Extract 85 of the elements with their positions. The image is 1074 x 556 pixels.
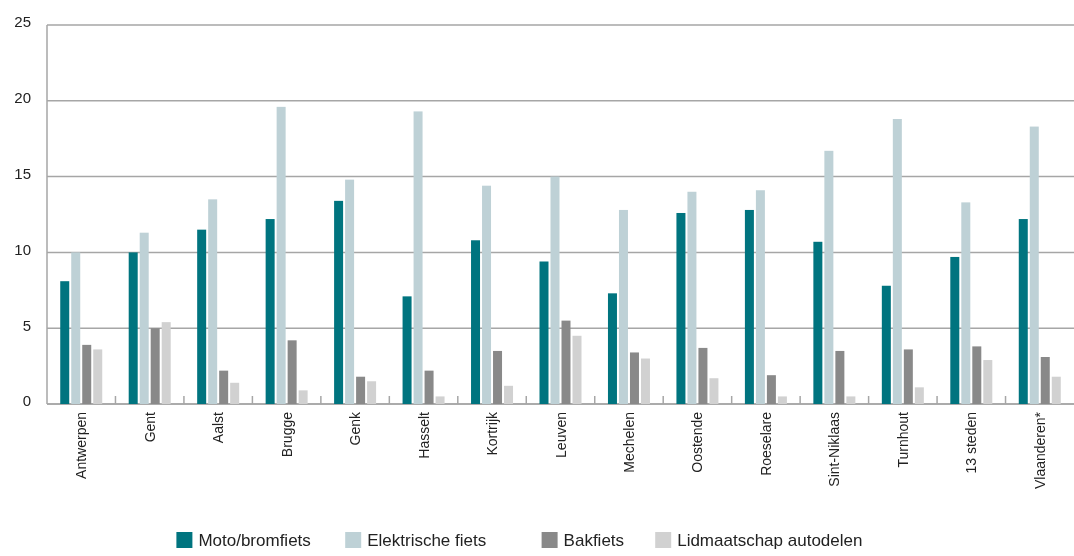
bar <box>128 252 138 404</box>
y-tick-label: 0 <box>22 392 31 410</box>
bar <box>208 199 218 404</box>
bar <box>435 396 445 404</box>
legend-label: Moto/bromfiets <box>198 531 311 550</box>
x-tick-label: Oostende <box>689 411 706 473</box>
bar <box>482 185 492 404</box>
bar <box>298 390 308 404</box>
bar <box>424 370 434 404</box>
bar <box>607 293 617 404</box>
bar <box>698 347 708 404</box>
bar <box>539 261 549 404</box>
bar <box>219 370 229 404</box>
bar <box>824 150 834 404</box>
bar <box>892 118 902 404</box>
x-tick-label: Genk <box>347 411 364 446</box>
bar <box>367 381 377 404</box>
bar <box>676 212 686 404</box>
y-tick-label: 20 <box>14 89 31 107</box>
bar <box>914 387 924 404</box>
bar <box>561 320 571 404</box>
bar <box>150 328 160 404</box>
bar <box>1029 126 1039 404</box>
bar <box>777 396 787 404</box>
x-tick-label: Antwerpen <box>73 412 90 479</box>
bar <box>345 179 355 404</box>
bar <box>402 296 412 404</box>
bar <box>835 350 845 404</box>
bar <box>139 232 149 404</box>
bar <box>93 349 103 404</box>
x-tick-label: Kortrijk <box>484 411 501 456</box>
x-tick-label: Turnhout <box>894 411 911 468</box>
bar <box>550 176 560 404</box>
bar <box>356 376 366 404</box>
bar <box>493 350 503 404</box>
bar <box>881 285 891 404</box>
bar <box>230 382 240 404</box>
bar <box>687 191 697 404</box>
x-tick-label: Mechelen <box>620 412 637 473</box>
bar <box>640 358 650 404</box>
bar <box>287 340 297 404</box>
bar <box>629 352 639 404</box>
x-tick-label: Leuven <box>552 412 569 458</box>
bar <box>1051 376 1061 404</box>
bar <box>744 209 754 404</box>
y-tick-label: 15 <box>14 165 31 183</box>
y-tick-label: 25 <box>14 13 31 31</box>
bar <box>903 349 913 404</box>
bar <box>471 240 481 404</box>
x-tick-label: 13 steden <box>963 412 980 474</box>
legend-label: Bakfiets <box>563 531 625 550</box>
bar <box>82 344 92 404</box>
bar <box>618 209 628 404</box>
x-tick-label: Sint-Niklaas <box>826 412 843 487</box>
bar <box>265 219 275 404</box>
bar <box>60 281 70 404</box>
bar <box>709 378 719 404</box>
x-tick-label: Brugge <box>278 411 295 458</box>
bar <box>983 360 993 404</box>
bar <box>504 385 514 404</box>
bar <box>71 252 81 404</box>
bar <box>972 346 982 404</box>
bar <box>755 190 765 404</box>
bar <box>1018 219 1028 404</box>
bar <box>276 106 286 404</box>
bar <box>846 396 856 404</box>
legend-label: Elektrische fiets <box>367 531 487 550</box>
bar <box>334 200 344 404</box>
x-tick-label: Hasselt <box>415 411 432 459</box>
y-tick-label: 5 <box>22 316 31 334</box>
bar <box>161 322 171 404</box>
y-tick-label: 10 <box>14 240 31 258</box>
bar <box>766 375 776 404</box>
x-tick-label: Gent <box>141 411 158 443</box>
bar <box>197 229 207 404</box>
bar <box>413 111 423 404</box>
legend-label: Lidmaatschap autodelen <box>677 531 863 550</box>
x-tick-label: Aalst <box>210 411 227 444</box>
bar <box>572 335 582 404</box>
x-tick-label: Vlaanderen* <box>1031 411 1048 490</box>
bar <box>961 202 971 404</box>
x-tick-label: Roeselare <box>757 411 774 476</box>
bar <box>813 241 823 404</box>
bar <box>950 256 960 404</box>
bar <box>1040 357 1050 404</box>
